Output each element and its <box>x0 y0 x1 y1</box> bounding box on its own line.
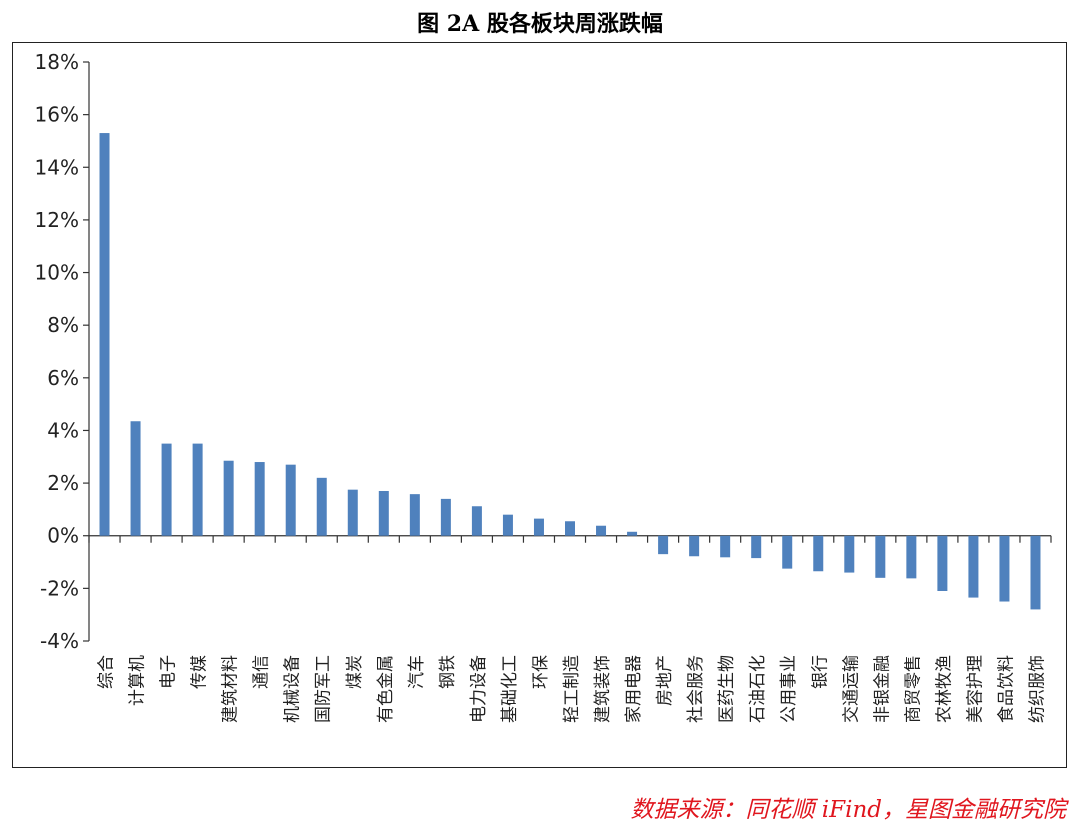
x-category-label: 汽车 <box>407 655 427 689</box>
x-category-label: 基础化工 <box>500 655 520 723</box>
x-category-label: 银行 <box>810 655 830 689</box>
x-category-label: 建筑装饰 <box>593 655 613 723</box>
x-category-label: 社会服务 <box>686 655 706 723</box>
x-category-label: 美容护理 <box>965 655 985 723</box>
source-note: 数据来源：同花顺 iFind，星图金融研究院 <box>630 797 1066 823</box>
bar <box>161 443 172 536</box>
bar <box>471 506 482 536</box>
bar <box>751 535 762 559</box>
bar <box>99 133 110 536</box>
y-tick-label: 0% <box>47 524 79 548</box>
x-category-label: 综合 <box>97 655 117 689</box>
x-category-label: 钢铁 <box>438 655 458 689</box>
y-tick-label: 8% <box>47 313 79 337</box>
y-tick-label: 2% <box>47 471 79 495</box>
x-category-label: 传媒 <box>190 655 210 689</box>
x-category-label: 交通运输 <box>841 655 861 723</box>
x-category-label: 计算机 <box>128 655 148 706</box>
x-category-label: 医药生物 <box>717 655 737 723</box>
x-category-label: 环保 <box>531 655 551 689</box>
bar <box>627 531 638 536</box>
x-category-label: 电力设备 <box>469 655 489 723</box>
bar <box>1030 535 1041 610</box>
x-category-label: 电子 <box>159 655 179 689</box>
bar <box>223 460 234 536</box>
x-category-label: 商贸零售 <box>903 655 923 723</box>
bar-chart: 18% 16% 14% 12% 10% 8% 6% 4% 2% 0% -2% -4% 综合 计算机 电子 传媒… <box>35 50 1052 723</box>
x-category-label: 非银金融 <box>872 655 892 723</box>
bar <box>565 521 575 536</box>
bar <box>347 489 358 536</box>
bar <box>440 498 451 536</box>
bar <box>844 535 855 573</box>
bar <box>720 535 731 558</box>
y-tick-label: 14% <box>35 155 79 179</box>
bar <box>782 535 793 569</box>
chart-title: 图 2A 股各板块周涨跌幅 <box>417 11 663 37</box>
x-category-label: 国防军工 <box>314 655 334 723</box>
x-category-label: 纺织服饰 <box>1027 655 1047 723</box>
x-category-label: 房地产 <box>655 655 675 706</box>
bar <box>999 535 1010 602</box>
bar <box>689 535 700 557</box>
bar <box>596 525 607 536</box>
bar <box>409 494 420 536</box>
x-category-label: 食品饮料 <box>996 655 1016 723</box>
bar <box>316 477 327 536</box>
bar <box>937 535 948 591</box>
bar <box>968 535 979 598</box>
chart-frame: 18% 16% 14% 12% 10% 8% 6% 4% 2% 0% -2% -4% 综合 计算机 电子 传媒… <box>12 42 1067 768</box>
bar <box>813 535 824 572</box>
y-tick-label: 10% <box>35 261 79 285</box>
y-tick-label: 16% <box>35 103 79 127</box>
bar <box>875 535 886 578</box>
x-category-label: 公用事业 <box>779 655 799 723</box>
bar <box>658 535 669 555</box>
y-tick-label: -4% <box>40 629 79 653</box>
bar <box>378 490 389 536</box>
bar <box>906 535 917 579</box>
y-tick-label: 4% <box>47 418 79 442</box>
bar <box>533 518 544 536</box>
y-tick-label: 12% <box>35 208 79 232</box>
bar <box>254 462 265 536</box>
x-category-label: 机械设备 <box>283 655 303 723</box>
bar <box>285 464 296 536</box>
bar <box>130 421 141 536</box>
x-category-label: 煤炭 <box>345 655 365 689</box>
y-tick-label: -2% <box>40 576 79 600</box>
bar <box>502 514 513 536</box>
y-tick-label: 6% <box>47 366 79 390</box>
y-tick-label: 18% <box>35 50 79 74</box>
x-category-label: 轻工制造 <box>562 655 582 723</box>
x-category-label: 有色金属 <box>376 655 396 723</box>
bar <box>192 443 203 536</box>
x-category-label: 家用电器 <box>624 655 644 723</box>
x-category-label: 农林牧渔 <box>934 655 954 723</box>
x-category-label: 通信 <box>252 655 272 689</box>
x-category-label: 建筑材料 <box>221 655 241 723</box>
x-category-label: 石油石化 <box>748 655 768 723</box>
